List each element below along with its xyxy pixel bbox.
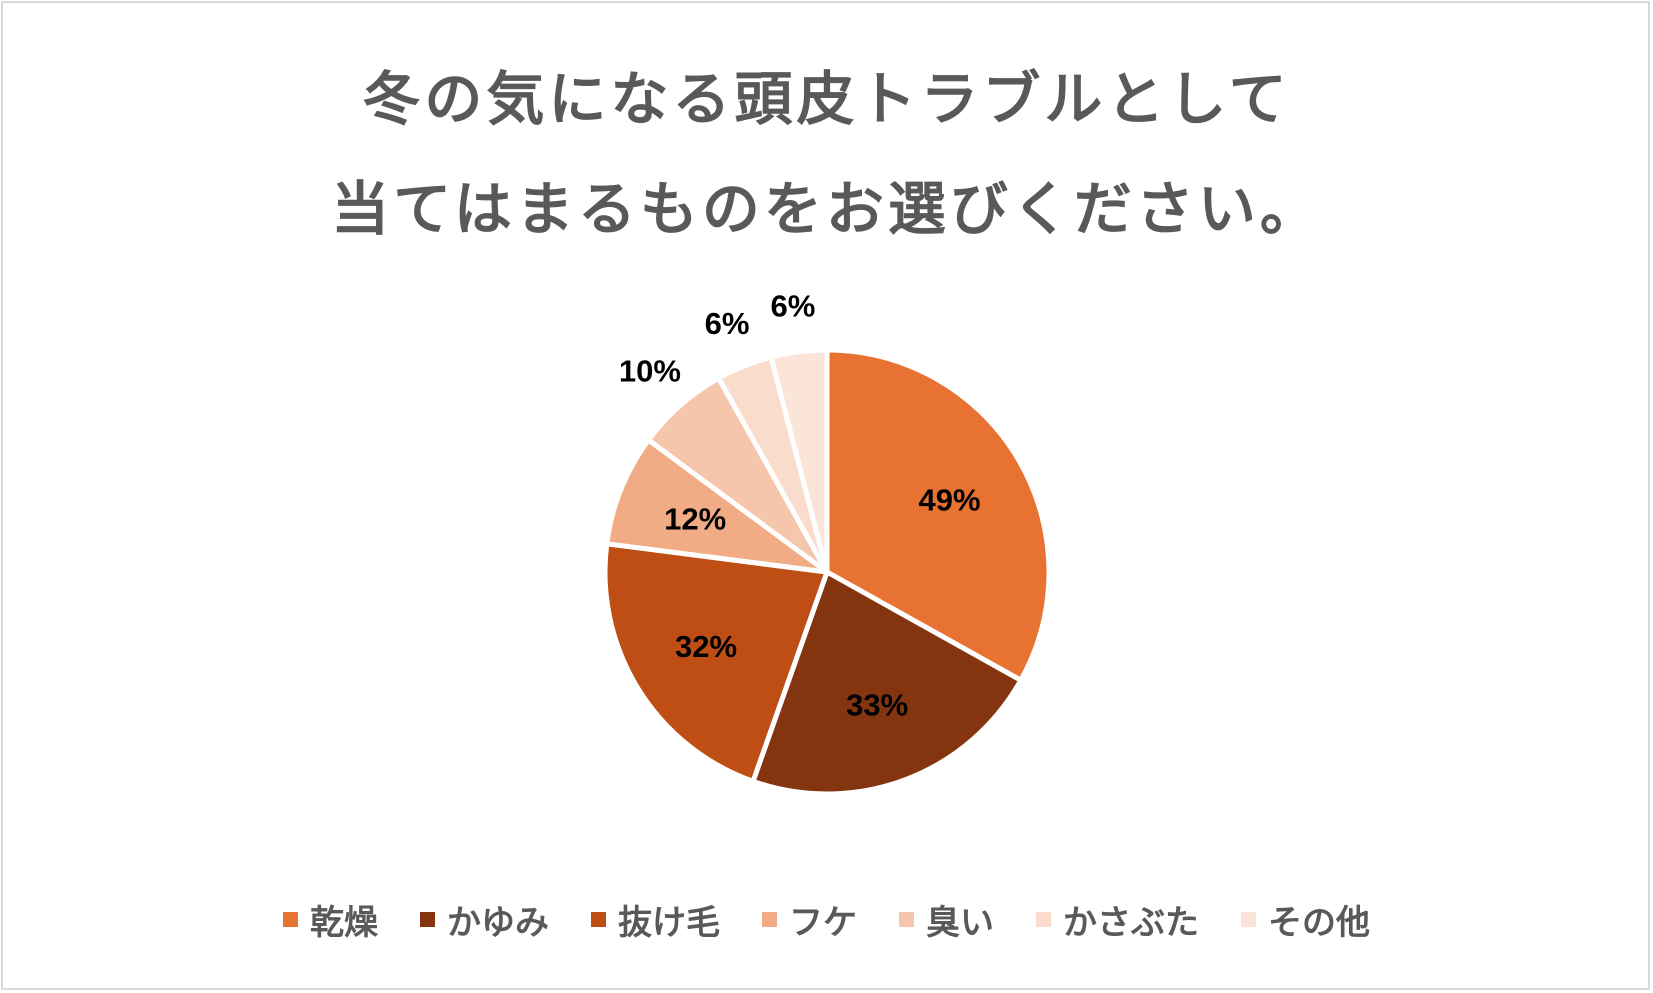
pie-slice-3: [602, 541, 830, 784]
legend-label: 乾燥: [310, 903, 378, 943]
legend-swatch: [591, 912, 606, 927]
legend-item-7: その他: [1241, 895, 1370, 944]
chart-title-line-1: 冬の気になる頭皮トラブルとして: [362, 65, 1291, 133]
data-label-4: 12%: [664, 502, 726, 537]
legend-swatch: [899, 912, 914, 927]
chart-title-line-2: 当てはまるものをお選びください。: [331, 175, 1322, 243]
legend-swatch: [1036, 912, 1051, 927]
legend-item-6: かさぶた: [1036, 895, 1199, 944]
data-label-7: 6%: [771, 289, 816, 324]
legend-swatch: [283, 912, 298, 927]
legend-label: 臭い: [926, 903, 994, 943]
legend-label: かゆみ: [447, 903, 549, 943]
data-label-5: 10%: [619, 353, 681, 388]
legend-swatch: [1241, 912, 1256, 927]
pie-slice-4: [604, 437, 830, 575]
legend-item-1: 乾燥: [283, 895, 378, 944]
chart-legend: 乾燥 かゆみ 抜け毛 フケ 臭い かさぶた その他: [0, 895, 1653, 944]
data-label-2: 33%: [846, 687, 908, 722]
legend-item-4: フケ: [762, 895, 857, 944]
pie-slice-2: [750, 569, 1024, 797]
legend-swatch: [420, 912, 435, 927]
data-label-3: 32%: [675, 629, 737, 664]
pie-slice-1: [824, 347, 1052, 683]
legend-label: フケ: [789, 903, 857, 943]
legend-label: その他: [1268, 903, 1370, 943]
legend-label: 抜け毛: [618, 903, 720, 943]
data-label-1: 49%: [919, 483, 981, 518]
legend-item-3: 抜け毛: [591, 895, 720, 944]
legend-label: かさぶた: [1063, 903, 1199, 943]
legend-swatch: [762, 912, 777, 927]
legend-item-5: 臭い: [899, 895, 994, 944]
pie-slice-7: [768, 347, 830, 575]
legend-item-2: かゆみ: [420, 895, 549, 944]
data-label-6: 6%: [705, 306, 750, 341]
